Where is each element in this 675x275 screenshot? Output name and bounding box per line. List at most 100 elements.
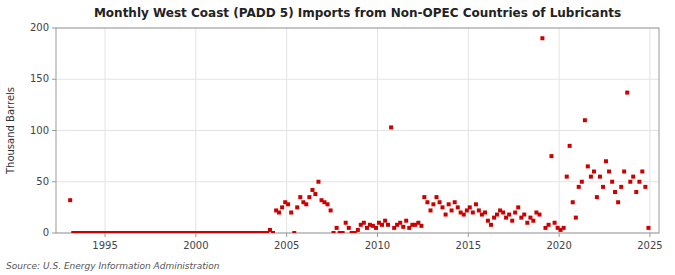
point <box>383 219 387 223</box>
point <box>625 91 629 95</box>
point <box>634 190 638 194</box>
tick-y <box>52 79 56 80</box>
grid-line-y <box>56 181 659 182</box>
point <box>429 208 433 212</box>
point <box>289 211 293 215</box>
tick-label-y: 200 <box>30 22 49 33</box>
tick-label-y: 100 <box>30 125 49 136</box>
grid-line-y <box>56 79 659 80</box>
point <box>468 205 472 209</box>
grid-line-x <box>649 28 650 233</box>
point <box>586 164 590 168</box>
point <box>525 221 529 225</box>
grid-line-x <box>559 28 560 233</box>
point <box>516 205 520 209</box>
plot-frame <box>56 28 659 233</box>
point <box>483 211 487 215</box>
point <box>598 175 602 179</box>
point <box>601 185 605 189</box>
point <box>450 208 454 212</box>
tick-label-x: 2015 <box>456 240 481 251</box>
point <box>513 211 517 215</box>
point <box>553 221 557 225</box>
point <box>646 226 650 230</box>
point <box>316 180 320 184</box>
point <box>477 208 481 212</box>
point <box>643 185 647 189</box>
point <box>362 221 366 225</box>
point <box>441 205 445 209</box>
point <box>619 185 623 189</box>
tick-label-y: 150 <box>30 73 49 84</box>
point <box>419 224 423 228</box>
point <box>562 226 566 230</box>
point <box>616 200 620 204</box>
point <box>438 200 442 204</box>
tick-label-x: 2025 <box>637 240 662 251</box>
point <box>456 205 460 209</box>
point <box>565 175 569 179</box>
point <box>462 213 466 217</box>
tick-x <box>649 233 650 237</box>
point <box>374 226 378 230</box>
point <box>313 192 317 196</box>
point <box>435 195 439 199</box>
point <box>577 185 581 189</box>
tick-y <box>52 181 56 182</box>
tick-x <box>559 233 560 237</box>
tick-label-x: 2000 <box>183 240 208 251</box>
point <box>422 195 426 199</box>
point <box>344 221 348 225</box>
point <box>447 202 451 206</box>
tick-y <box>52 130 56 131</box>
tick-label-y: 50 <box>36 176 49 187</box>
point <box>540 36 544 40</box>
point <box>329 208 333 212</box>
point <box>568 144 572 148</box>
points <box>68 36 650 233</box>
point <box>628 180 632 184</box>
point <box>295 205 299 209</box>
point <box>286 202 290 206</box>
point <box>531 219 535 223</box>
point <box>640 170 644 174</box>
axes: 0501001502001995200020052010201520202025 <box>30 22 663 251</box>
point <box>292 231 296 233</box>
tick-y <box>52 233 56 234</box>
point <box>580 180 584 184</box>
grid-line-x <box>105 28 106 233</box>
tick-y <box>52 28 56 29</box>
point <box>341 231 345 233</box>
tick-x <box>105 233 106 237</box>
point <box>610 180 614 184</box>
point <box>298 195 302 199</box>
point <box>592 170 596 174</box>
tick-x <box>377 233 378 237</box>
point <box>549 154 553 158</box>
point <box>474 202 478 206</box>
point <box>380 223 384 227</box>
point <box>547 223 551 227</box>
point <box>347 226 351 230</box>
tick-label-y: 0 <box>43 227 49 238</box>
source-note: Source: U.S. Energy Information Administ… <box>6 261 220 271</box>
tick-x <box>468 233 469 237</box>
point <box>510 219 514 223</box>
point <box>310 188 314 192</box>
tick-label-x: 2005 <box>274 240 299 251</box>
point <box>431 202 435 206</box>
point <box>495 213 499 217</box>
point <box>595 195 599 199</box>
tick-x <box>195 233 196 237</box>
point <box>307 195 311 199</box>
point <box>522 213 526 217</box>
grid <box>56 28 659 233</box>
point <box>486 219 490 223</box>
point <box>589 175 593 179</box>
point <box>398 221 402 225</box>
point <box>277 211 281 215</box>
point <box>401 225 405 229</box>
point <box>501 211 505 215</box>
point <box>537 213 541 217</box>
tick-label-x: 2020 <box>546 240 571 251</box>
